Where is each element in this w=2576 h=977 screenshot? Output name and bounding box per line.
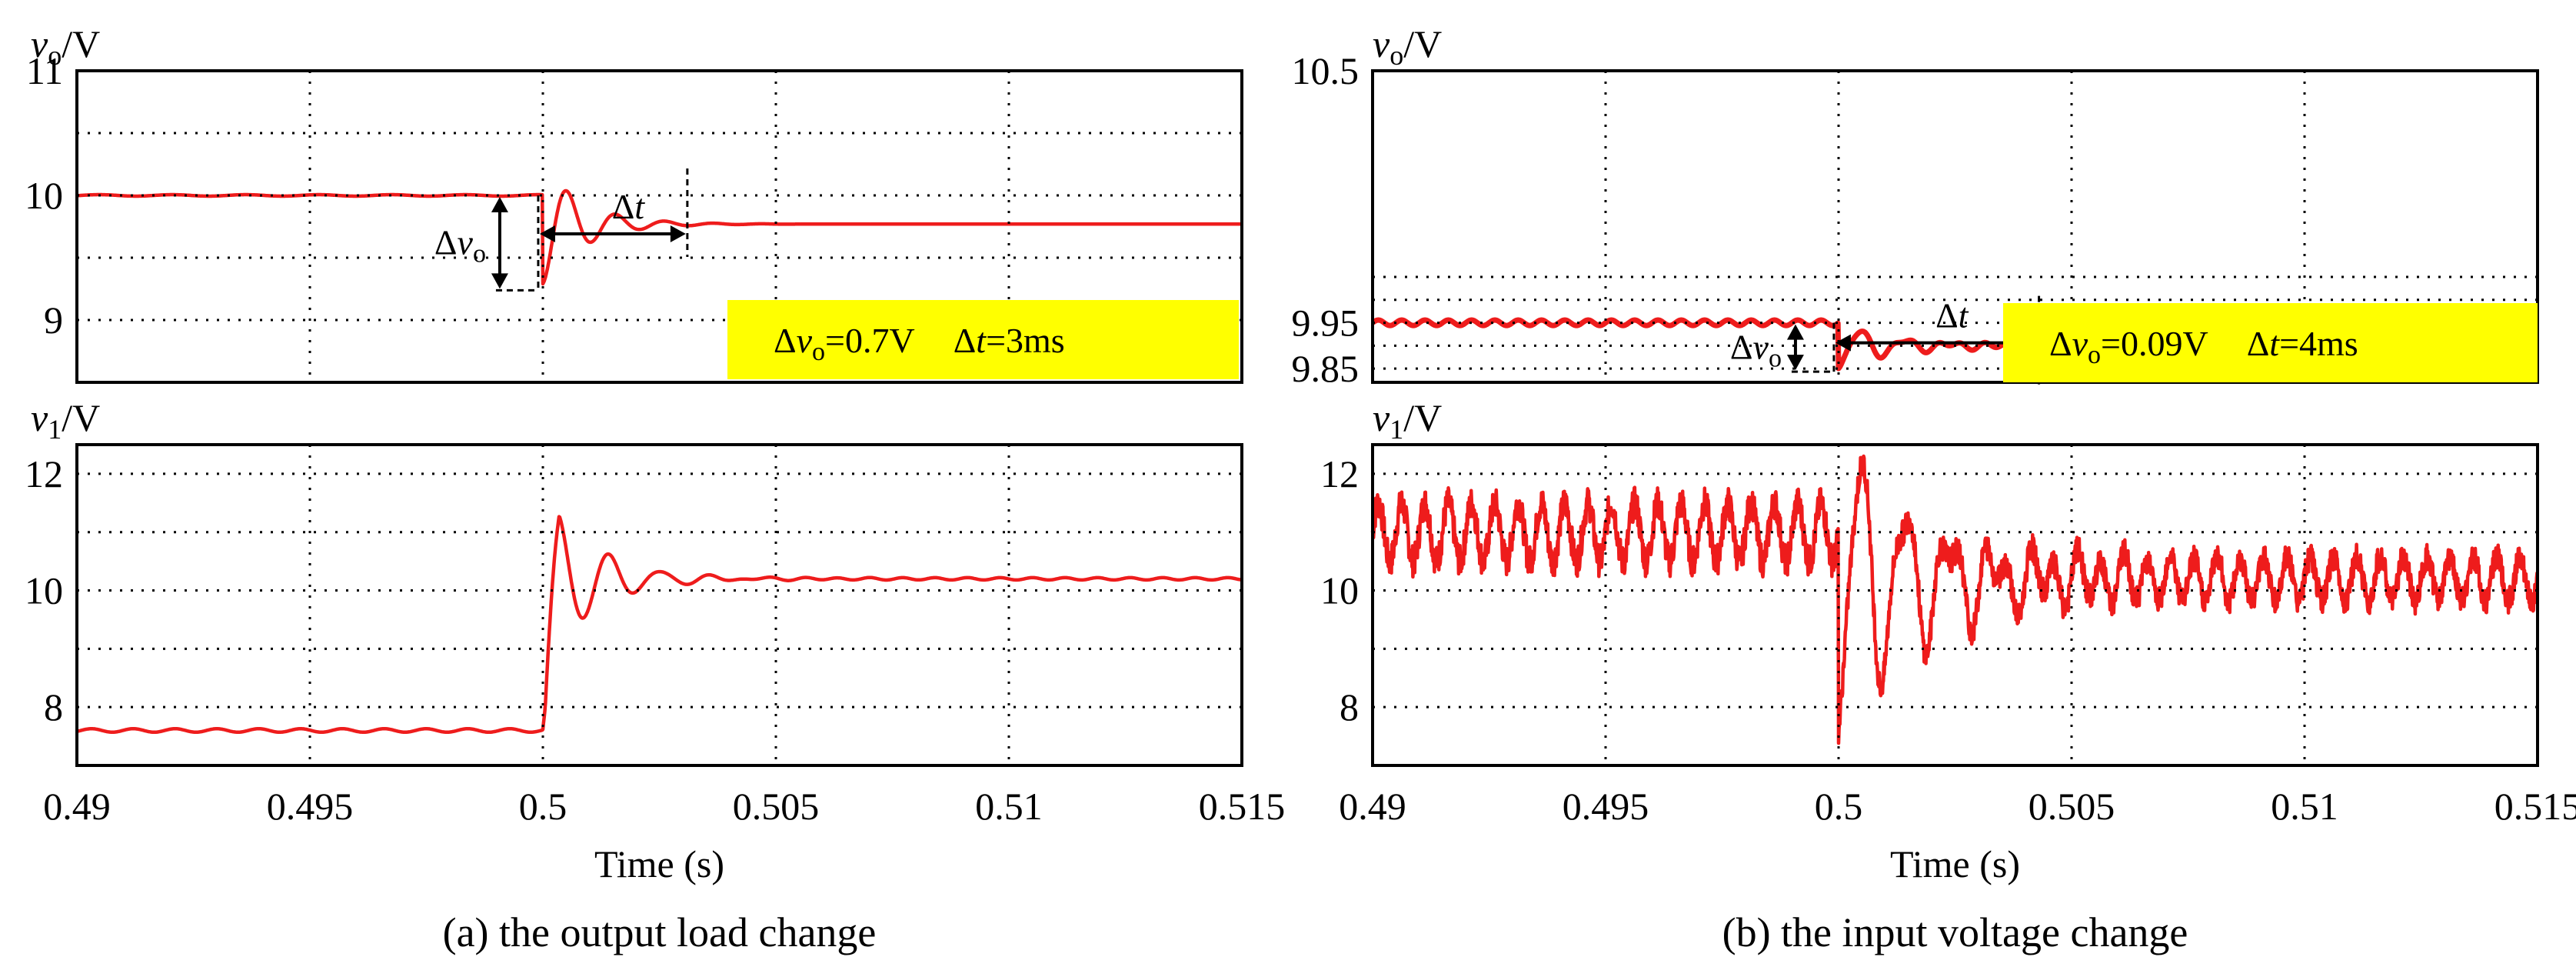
- delta-v-sub: o: [1769, 344, 1782, 372]
- delta-t-var: t: [634, 187, 645, 226]
- delta-sym: Δ: [434, 223, 458, 262]
- figure-caption: (b) the input voltage change: [1722, 909, 2188, 955]
- delta-v-arrowhead: [1786, 324, 1804, 340]
- x-tick-label: 0.515: [1199, 785, 1286, 828]
- plot-frame: [75, 443, 1243, 767]
- y-axis-label: v1/V: [1373, 396, 1442, 445]
- axes-layer: [75, 69, 2539, 767]
- delta-v-arrowhead: [491, 273, 508, 289]
- y-label-sub: o: [48, 40, 62, 71]
- y-label-var: v: [1373, 396, 1390, 439]
- series-line-v_1: [75, 515, 1243, 735]
- y-tick-label: 12: [1320, 452, 1359, 495]
- result-box: [727, 300, 1239, 379]
- x-axis-label: Time (s): [594, 842, 724, 885]
- delta-sym: Δ: [612, 187, 635, 226]
- x-axis-label: Time (s): [1890, 842, 2020, 885]
- result-var: t: [2269, 324, 2280, 363]
- x-tick-label: 0.51: [2271, 785, 2338, 828]
- delta-v-var: v: [1753, 327, 1769, 366]
- y-label-sub: 1: [1390, 414, 1403, 445]
- y-label-var: v: [31, 22, 48, 65]
- x-tick-label: 0.515: [2494, 785, 2576, 828]
- y-axis-label: vo/V: [31, 22, 100, 71]
- y-label-sub: o: [1390, 40, 1403, 71]
- x-tick-label: 0.495: [1563, 785, 1649, 828]
- result-var: t: [976, 321, 987, 360]
- x-tick-label: 0.495: [267, 785, 354, 828]
- y-tick-label: 9: [44, 298, 63, 342]
- y-tick-label: 10: [25, 174, 63, 217]
- delta-v-label: Δvo: [1730, 327, 1782, 372]
- y-axis-label: vo/V: [1373, 22, 1442, 71]
- x-tick-label: 0.505: [733, 785, 820, 828]
- result-var: v: [797, 321, 813, 360]
- traces-layer: [75, 188, 2540, 745]
- delta-sym: Δ: [1935, 296, 1959, 335]
- delta-v-arrowhead: [1786, 355, 1804, 371]
- x-tick-label: 0.51: [975, 785, 1043, 828]
- plot-frame: [1371, 443, 2539, 767]
- result-var: v: [2072, 324, 2088, 363]
- series-line-v_1: [1370, 454, 2539, 745]
- x-tick-label: 0.5: [1815, 785, 1863, 828]
- delta-v-label: Δvo: [434, 223, 486, 268]
- x-tick-label: 0.5: [519, 785, 567, 828]
- delta-t-label: Δt: [1935, 296, 1969, 335]
- result-dv-value: =0.7V: [825, 321, 915, 360]
- y-tick-label: 10: [25, 569, 63, 612]
- delta-sym: Δ: [774, 321, 797, 360]
- delta-v-var: v: [458, 223, 474, 262]
- y-tick-label: 10: [1320, 569, 1359, 612]
- delta-sym: Δ: [2247, 324, 2270, 363]
- result-dt-value: =4ms: [2279, 324, 2358, 363]
- plot-frame: [1371, 69, 2539, 384]
- y-label-unit: /V: [62, 22, 100, 65]
- delta-t-label: Δt: [612, 187, 646, 226]
- delta-v-arrowhead: [491, 197, 508, 212]
- y-label-var: v: [31, 396, 48, 439]
- result-dt-value: =3ms: [986, 321, 1065, 360]
- y-tick-label: 10.5: [1292, 49, 1360, 92]
- delta-sym: Δ: [1730, 327, 1753, 366]
- y-tick-label: 8: [1340, 685, 1359, 729]
- y-tick-label: 11: [26, 49, 63, 92]
- result-dv-value: =0.09V: [2101, 324, 2208, 363]
- y-tick-label: 12: [25, 452, 63, 495]
- plot-frame: [75, 69, 1243, 384]
- y-label-sub: 1: [48, 414, 62, 445]
- delta-sym: Δ: [2049, 324, 2072, 363]
- x-tick-label: 0.49: [1339, 785, 1406, 828]
- y-tick-label: 9.85: [1292, 347, 1360, 390]
- y-axis-label: v1/V: [31, 396, 100, 445]
- y-tick-label: 9.95: [1292, 302, 1360, 345]
- y-label-var: v: [1373, 22, 1390, 65]
- delta-t-var: t: [1959, 296, 1969, 335]
- delta-v-sub: o: [473, 240, 486, 268]
- y-label-unit: /V: [1403, 396, 1442, 439]
- result-text: Δvo=0.7V Δt=3ms: [774, 321, 1065, 366]
- result-box: [2003, 303, 2538, 382]
- delta-t-arrowhead: [1835, 334, 1851, 352]
- result-sub: o: [812, 338, 825, 366]
- series-line-v_o: [75, 188, 1243, 286]
- figure-caption: (a) the output load change: [443, 909, 877, 955]
- result-sub: o: [2088, 341, 2101, 369]
- y-label-unit: /V: [62, 396, 100, 439]
- delta-t-arrowhead: [670, 225, 686, 242]
- x-tick-label: 0.505: [2029, 785, 2115, 828]
- delta-sym: Δ: [954, 321, 977, 360]
- result-text: Δvo=0.09V Δt=4ms: [2049, 324, 2358, 369]
- y-label-unit: /V: [1403, 22, 1442, 65]
- delta-t-arrowhead: [539, 225, 555, 242]
- y-tick-label: 8: [44, 685, 63, 729]
- x-tick-label: 0.49: [43, 785, 111, 828]
